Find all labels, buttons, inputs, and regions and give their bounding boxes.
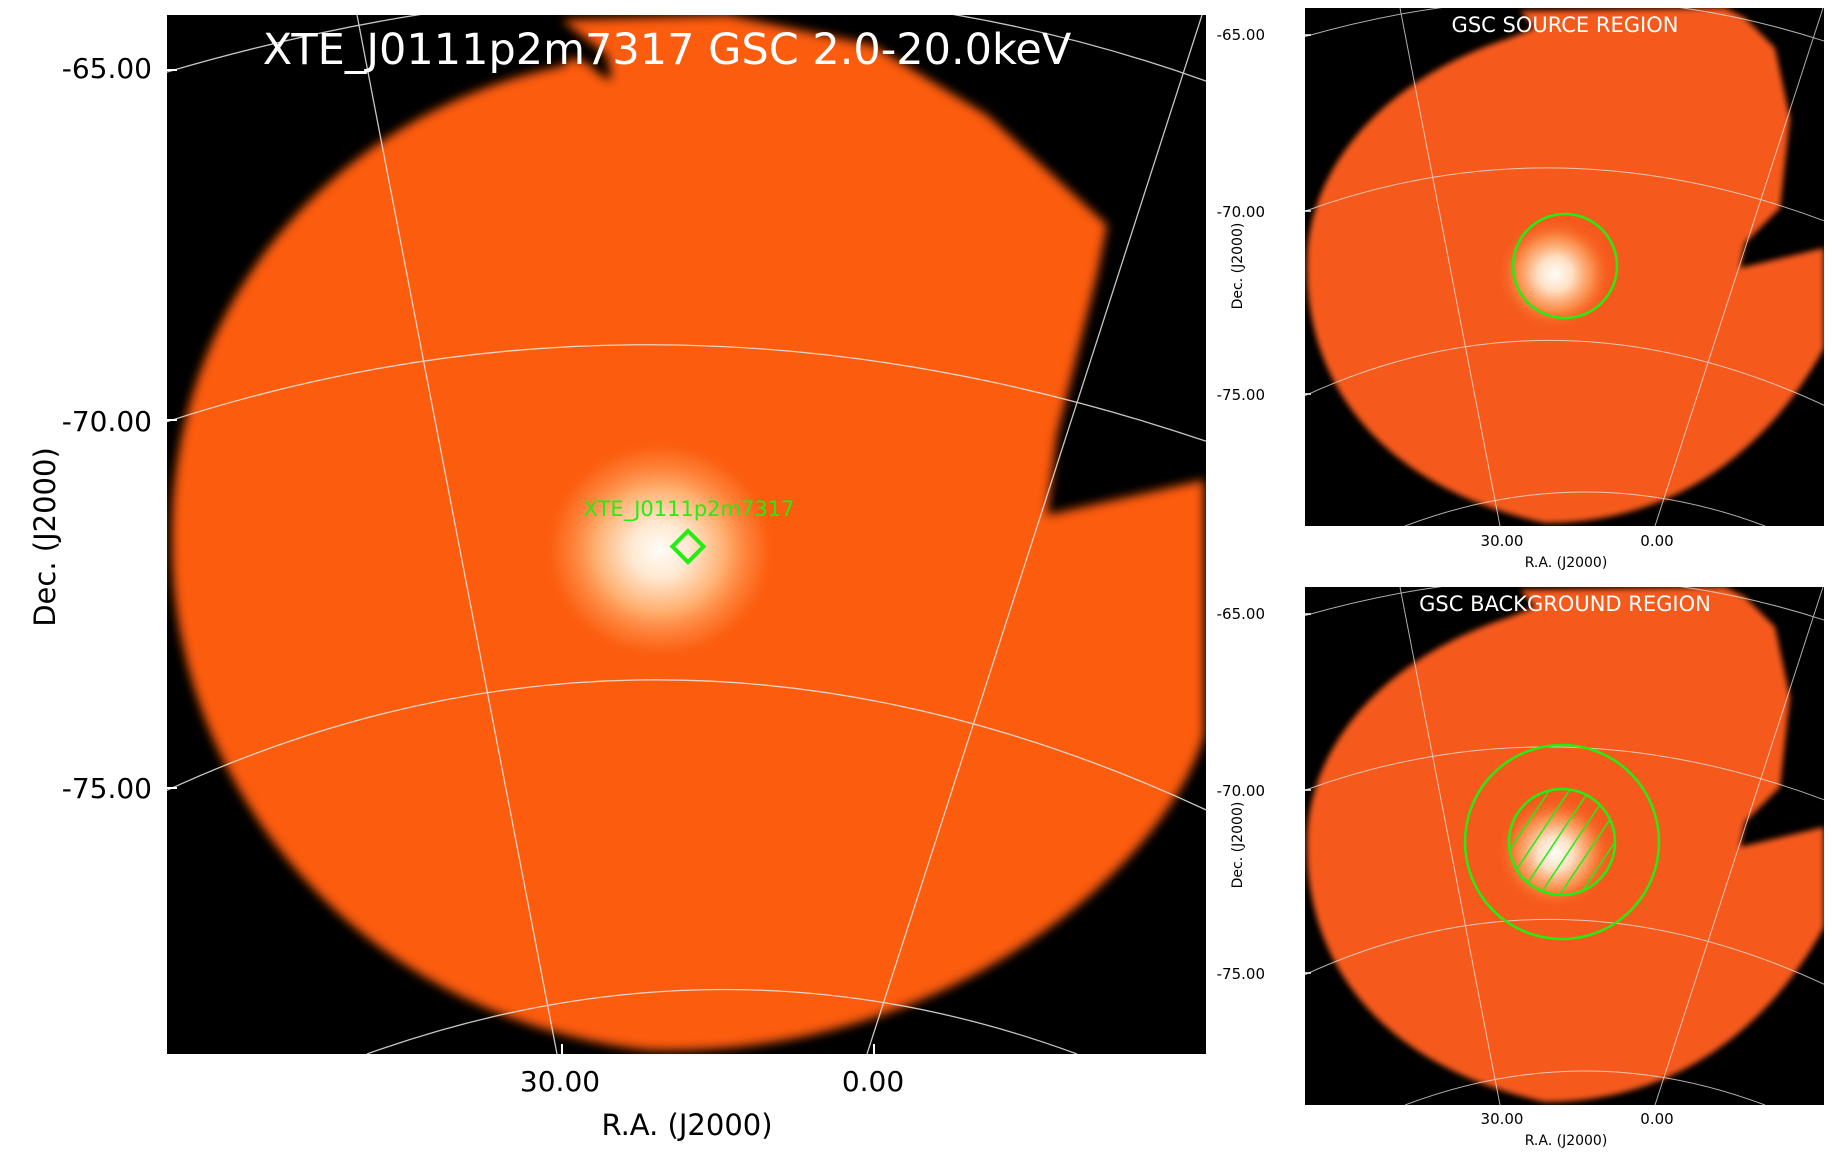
source-name-label: XTE_J0111p2m7317 — [583, 497, 795, 521]
main-sky-image — [167, 15, 1206, 1054]
background-xtick-2: 0.00 — [1640, 1110, 1674, 1128]
background-ytick-1: -65.00 — [1216, 605, 1265, 623]
main-ytick-1: -65.00 — [61, 52, 152, 85]
source-x-axis-label: R.A. (J2000) — [1524, 555, 1608, 571]
source-region-panel[interactable]: GSC SOURCE REGION — [1305, 8, 1824, 526]
coordinate-grid — [1305, 8, 1824, 526]
background-region-panel[interactable]: GSC BACKGROUND REGION — [1305, 587, 1824, 1105]
background-inner-circle — [1507, 787, 1617, 897]
source-ytick-3: -75.00 — [1216, 386, 1265, 404]
main-ytick-3: -75.00 — [61, 772, 152, 805]
source-ytick-2: -70.00 — [1216, 203, 1265, 221]
background-outer-circle — [1463, 743, 1661, 941]
main-x-axis-label: R.A. (J2000) — [601, 1108, 773, 1142]
background-panel-title: GSC BACKGROUND REGION — [1419, 592, 1711, 616]
main-xtick-2: 0.00 — [841, 1065, 905, 1098]
main-title: XTE_J0111p2m7317 GSC 2.0-20.0keV — [262, 25, 1072, 75]
main-ytick-2: -70.00 — [61, 405, 152, 438]
background-region-image — [1305, 587, 1824, 1105]
frame-ticks — [167, 69, 875, 1054]
source-panel-title: GSC SOURCE REGION — [1451, 13, 1679, 37]
source-region-circle — [1511, 212, 1619, 320]
source-diamond-marker — [669, 528, 707, 565]
main-y-axis-label: Dec. (J2000) — [28, 447, 62, 627]
frame-ticks — [1305, 34, 1311, 395]
coordinate-grid — [167, 15, 1206, 1054]
source-xtick-2: 0.00 — [1640, 532, 1674, 550]
background-x-axis-label: R.A. (J2000) — [1524, 1133, 1608, 1149]
source-y-axis-label: Dec. (J2000) — [1230, 222, 1246, 310]
coordinate-grid — [1305, 587, 1824, 1105]
background-y-axis-label: Dec. (J2000) — [1230, 801, 1246, 889]
frame-ticks — [1305, 613, 1311, 974]
main-image-panel[interactable]: XTE_J0111p2m7317 GSC 2.0-20.0keV XTE_J01… — [167, 15, 1206, 1054]
background-xtick-1: 30.00 — [1480, 1110, 1524, 1128]
source-glow — [1497, 797, 1613, 909]
source-glow — [542, 438, 778, 662]
source-ytick-1: -65.00 — [1216, 26, 1265, 44]
background-ytick-2: -70.00 — [1216, 782, 1265, 800]
source-xtick-1: 30.00 — [1480, 532, 1524, 550]
main-xtick-1: 30.00 — [519, 1065, 601, 1098]
source-region-image — [1305, 8, 1824, 526]
background-ytick-3: -75.00 — [1216, 965, 1265, 983]
